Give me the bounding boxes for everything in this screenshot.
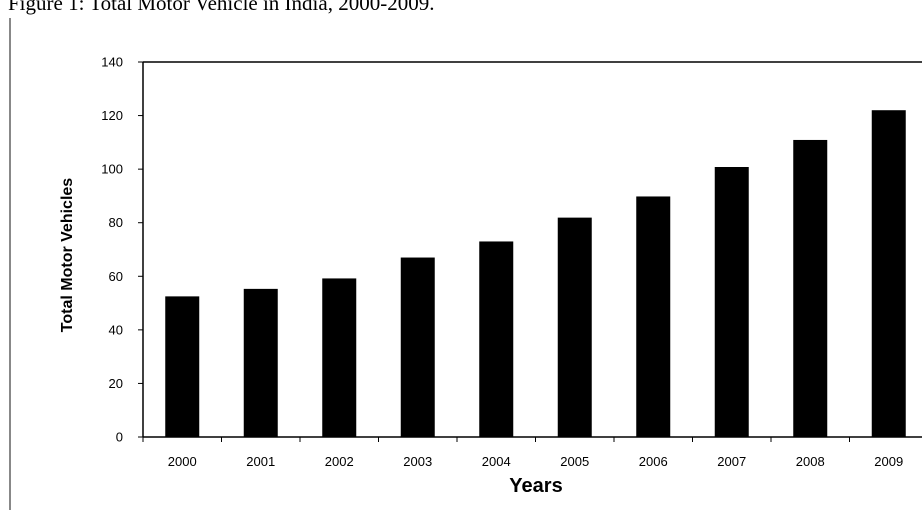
x-tick-label: 2002 <box>325 454 354 469</box>
bar <box>793 140 827 437</box>
bar <box>165 296 199 437</box>
bar <box>401 258 435 437</box>
bar <box>872 110 906 437</box>
y-tick-label: 40 <box>109 322 123 337</box>
x-axis-title: Years <box>509 475 562 497</box>
bar <box>244 289 278 437</box>
x-tick-label: 2009 <box>874 454 903 469</box>
bar <box>479 241 513 437</box>
bar <box>322 278 356 437</box>
x-tick-label: 2003 <box>403 454 432 469</box>
x-tick-label: 2001 <box>246 454 275 469</box>
y-tick-label: 60 <box>109 269 123 284</box>
x-tick-label: 2000 <box>168 454 197 469</box>
y-tick-label: 120 <box>101 108 123 123</box>
x-tick-label: 2004 <box>482 454 511 469</box>
y-tick-label: 80 <box>109 215 123 230</box>
x-tick-label: 2008 <box>796 454 825 469</box>
bar <box>636 196 670 437</box>
y-tick-label: 100 <box>101 162 123 177</box>
y-tick-label: 20 <box>109 376 123 391</box>
x-tick-label: 2005 <box>560 454 589 469</box>
y-tick-label: 140 <box>101 55 123 70</box>
x-tick-label: 2007 <box>717 454 746 469</box>
y-tick-label: 0 <box>116 430 123 445</box>
bar <box>558 218 592 437</box>
bar <box>715 167 749 437</box>
y-axis-title: Total Motor Vehicles <box>59 178 76 333</box>
x-tick-label: 2006 <box>639 454 668 469</box>
